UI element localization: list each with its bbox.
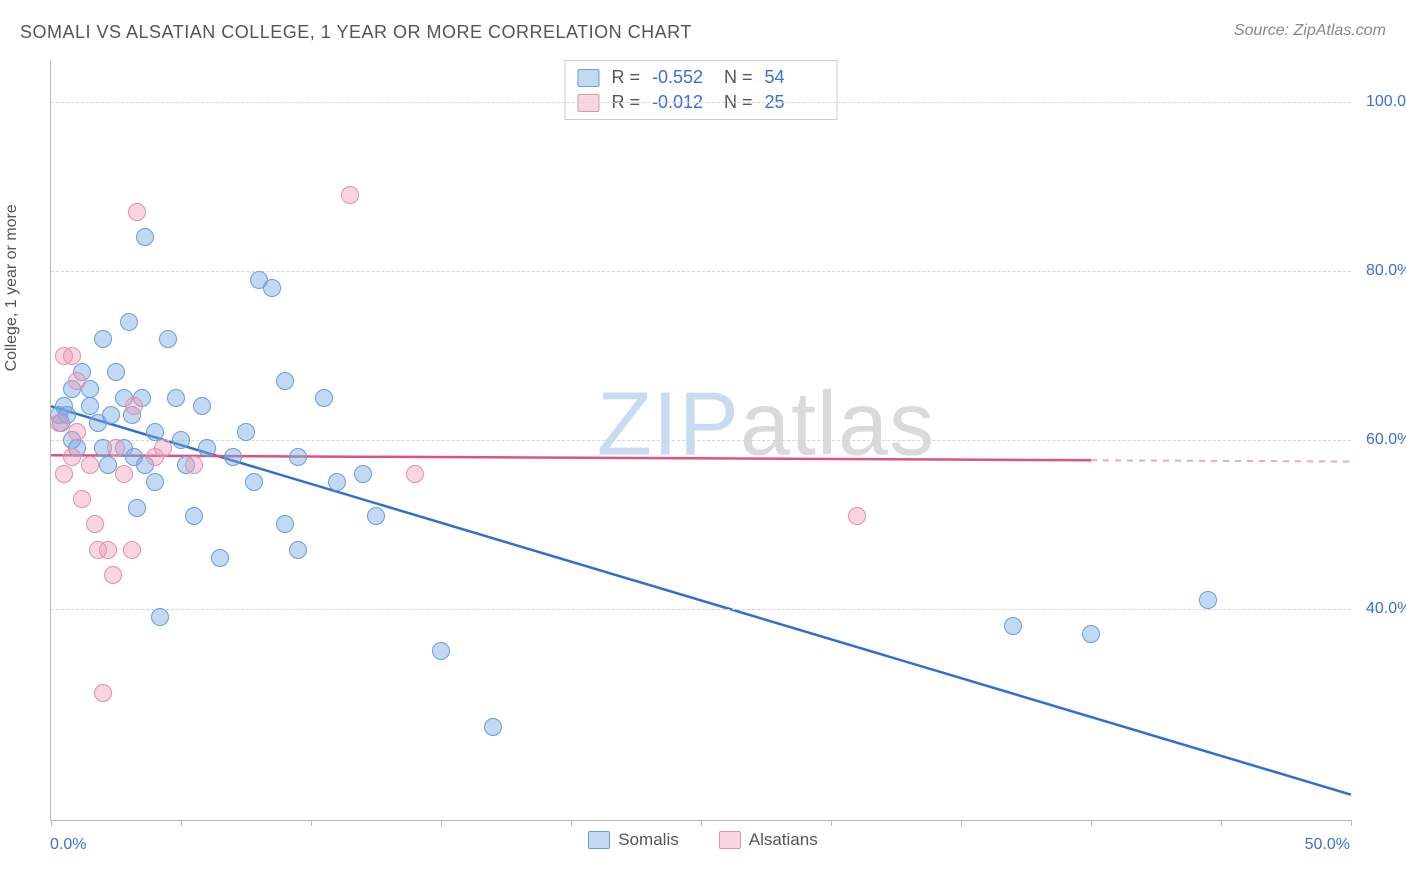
x-tick — [1091, 820, 1092, 826]
data-point — [1082, 625, 1100, 643]
data-point — [107, 363, 125, 381]
data-point — [1199, 591, 1217, 609]
data-point — [151, 608, 169, 626]
data-point — [193, 397, 211, 415]
data-point — [99, 541, 117, 559]
stats-legend-box: R = -0.552 N = 54 R = -0.012 N = 25 — [564, 60, 837, 120]
data-point — [367, 507, 385, 525]
data-point — [224, 448, 242, 466]
x-tick — [51, 820, 52, 826]
data-point — [276, 372, 294, 390]
stats-row-1: R = -0.552 N = 54 — [577, 65, 824, 90]
data-point — [432, 642, 450, 660]
data-point — [198, 439, 216, 457]
gridline — [51, 609, 1351, 610]
data-point — [68, 423, 86, 441]
data-point — [81, 456, 99, 474]
gridline — [51, 271, 1351, 272]
data-point — [154, 439, 172, 457]
data-point — [354, 465, 372, 483]
data-point — [125, 397, 143, 415]
source-attribution: Source: ZipAtlas.com — [1234, 22, 1386, 40]
data-point — [289, 448, 307, 466]
stat-n-1: 54 — [765, 67, 825, 88]
data-point — [146, 423, 164, 441]
legend-label-alsatians: Alsatians — [749, 830, 818, 850]
data-point — [159, 330, 177, 348]
data-point — [68, 372, 86, 390]
data-point — [146, 473, 164, 491]
y-tick-label: 100.0% — [1356, 93, 1406, 111]
data-point — [185, 456, 203, 474]
data-point — [50, 414, 68, 432]
data-point — [328, 473, 346, 491]
data-point — [289, 541, 307, 559]
gridline — [51, 102, 1351, 103]
data-point — [123, 541, 141, 559]
data-point — [104, 566, 122, 584]
data-point — [172, 431, 190, 449]
data-point — [211, 549, 229, 567]
data-point — [73, 490, 91, 508]
data-point — [94, 684, 112, 702]
data-point — [63, 347, 81, 365]
data-point — [81, 397, 99, 415]
bottom-legend: Somalis Alsatians — [0, 830, 1406, 850]
data-point — [102, 406, 120, 424]
data-point — [484, 718, 502, 736]
x-tick — [181, 820, 182, 826]
data-point — [1004, 617, 1022, 635]
chart-title: SOMALI VS ALSATIAN COLLEGE, 1 YEAR OR MO… — [20, 22, 692, 43]
data-point — [55, 465, 73, 483]
data-point — [848, 507, 866, 525]
y-tick-label: 40.0% — [1356, 600, 1406, 618]
swatch-alsatians-icon — [719, 831, 741, 849]
data-point — [115, 465, 133, 483]
stat-r-label: R = — [611, 67, 640, 88]
legend-item-alsatians: Alsatians — [719, 830, 818, 850]
x-tick — [311, 820, 312, 826]
y-axis-label: College, 1 year or more — [3, 204, 21, 371]
x-tick — [701, 820, 702, 826]
x-tick — [831, 820, 832, 826]
data-point — [315, 389, 333, 407]
data-point — [245, 473, 263, 491]
data-point — [128, 499, 146, 517]
legend-item-somalis: Somalis — [588, 830, 678, 850]
data-point — [94, 330, 112, 348]
data-point — [185, 507, 203, 525]
y-tick-label: 80.0% — [1356, 262, 1406, 280]
data-point — [128, 203, 146, 221]
scatter-chart: ZIPatlas R = -0.552 N = 54 R = -0.012 N … — [50, 60, 1351, 821]
data-point — [237, 423, 255, 441]
data-point — [120, 313, 138, 331]
data-point — [107, 439, 125, 457]
x-tick — [1221, 820, 1222, 826]
data-point — [263, 279, 281, 297]
stat-n-label: N = — [724, 67, 753, 88]
x-tick — [441, 820, 442, 826]
stat-r-1: -0.552 — [652, 67, 712, 88]
data-point — [136, 228, 154, 246]
x-tick — [571, 820, 572, 826]
data-point — [86, 515, 104, 533]
data-point — [276, 515, 294, 533]
x-tick — [1351, 820, 1352, 826]
data-point — [406, 465, 424, 483]
data-point — [341, 186, 359, 204]
legend-label-somalis: Somalis — [618, 830, 678, 850]
data-point — [167, 389, 185, 407]
data-point — [63, 448, 81, 466]
swatch-somalis-icon — [588, 831, 610, 849]
y-tick-label: 60.0% — [1356, 431, 1406, 449]
swatch-somalis — [577, 69, 599, 87]
x-tick — [961, 820, 962, 826]
